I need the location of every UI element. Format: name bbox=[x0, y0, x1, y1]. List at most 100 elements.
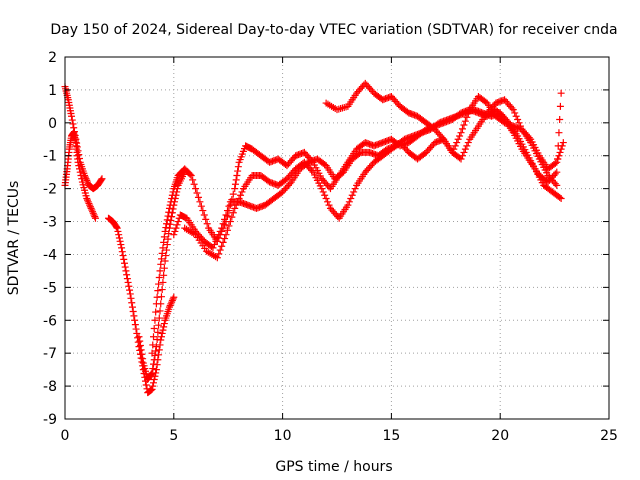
data-point bbox=[458, 152, 466, 160]
data-point bbox=[509, 106, 517, 114]
data-point bbox=[148, 349, 156, 357]
data-point bbox=[81, 173, 89, 181]
data-point bbox=[157, 260, 165, 268]
data-point bbox=[460, 148, 468, 156]
data-point bbox=[163, 246, 171, 254]
data-point bbox=[165, 204, 173, 212]
data-point bbox=[170, 293, 178, 301]
data-point bbox=[163, 220, 171, 228]
data-point bbox=[151, 316, 159, 324]
data-point bbox=[135, 333, 143, 341]
data-point bbox=[165, 208, 173, 216]
data-point bbox=[350, 188, 358, 196]
data-point bbox=[157, 333, 165, 341]
data-point bbox=[131, 321, 139, 329]
data-point bbox=[152, 366, 160, 374]
data-point bbox=[348, 191, 356, 199]
data-point bbox=[126, 290, 134, 298]
y-tick-label: -4 bbox=[43, 247, 57, 263]
data-point bbox=[162, 224, 170, 232]
data-point bbox=[118, 248, 126, 256]
data-point bbox=[193, 189, 201, 197]
data-point bbox=[235, 195, 243, 203]
data-point bbox=[116, 237, 124, 245]
data-point bbox=[225, 222, 233, 230]
data-point bbox=[115, 231, 123, 239]
data-point bbox=[113, 224, 121, 232]
data-point bbox=[153, 335, 161, 343]
data-point bbox=[163, 216, 171, 224]
data-point bbox=[221, 235, 229, 243]
data-point bbox=[219, 220, 227, 228]
data-point bbox=[158, 249, 166, 257]
data-point bbox=[76, 168, 84, 176]
data-point bbox=[464, 139, 472, 147]
plot-frame bbox=[64, 56, 610, 420]
data-point bbox=[231, 204, 239, 212]
data-point bbox=[130, 312, 138, 320]
data-point bbox=[190, 180, 198, 188]
data-point bbox=[77, 171, 85, 179]
y-tick-label: 0 bbox=[48, 116, 57, 132]
y-tick-label: -3 bbox=[43, 215, 57, 231]
data-point bbox=[85, 199, 93, 207]
data-point bbox=[168, 297, 176, 305]
data-point bbox=[159, 244, 167, 252]
data-point bbox=[321, 191, 329, 199]
data-point bbox=[228, 213, 236, 221]
data-point bbox=[454, 135, 462, 143]
data-point bbox=[232, 176, 240, 184]
data-point bbox=[161, 227, 169, 235]
data-point bbox=[121, 263, 129, 271]
data-point bbox=[555, 152, 563, 160]
data-point bbox=[167, 300, 175, 308]
data-point bbox=[556, 102, 564, 110]
data-point bbox=[451, 142, 459, 150]
data-point bbox=[223, 207, 231, 215]
data-point bbox=[68, 116, 76, 124]
data-point bbox=[238, 188, 246, 196]
data-point bbox=[231, 180, 239, 188]
data-point bbox=[216, 227, 224, 235]
data-point bbox=[555, 129, 563, 137]
data-point bbox=[149, 360, 157, 368]
data-point bbox=[155, 280, 163, 288]
data-point bbox=[90, 211, 98, 219]
data-point bbox=[149, 333, 157, 341]
data-point bbox=[153, 293, 161, 301]
y-tick-label: -6 bbox=[43, 313, 57, 329]
x-tick-label: 15 bbox=[382, 428, 400, 444]
data-point bbox=[460, 121, 468, 129]
data-point bbox=[511, 109, 519, 117]
data-point bbox=[233, 171, 241, 179]
data-point bbox=[152, 347, 160, 355]
data-point bbox=[232, 201, 240, 209]
data-point bbox=[551, 170, 559, 178]
data-point bbox=[125, 282, 133, 290]
axis-ticks: 0 5 10 15 20 25 -9 -8 -7 -6 -5 -4 -3 -2 -1 0 1 2 bbox=[43, 50, 618, 444]
data-point bbox=[215, 250, 223, 258]
data-point bbox=[553, 168, 561, 176]
data-point bbox=[118, 244, 126, 252]
data-point bbox=[129, 307, 137, 315]
data-point bbox=[234, 167, 242, 175]
data-point bbox=[142, 381, 150, 389]
data-point bbox=[120, 255, 128, 263]
data-point bbox=[164, 235, 172, 243]
data-point bbox=[192, 185, 200, 193]
data-point bbox=[98, 175, 106, 183]
data-point bbox=[136, 337, 144, 345]
data-point bbox=[221, 215, 229, 223]
data-point bbox=[351, 185, 359, 193]
series-1 bbox=[61, 129, 99, 222]
data-point bbox=[234, 198, 242, 206]
data-point bbox=[324, 198, 332, 206]
data-point bbox=[194, 193, 202, 201]
series-7 bbox=[322, 79, 567, 173]
data-point bbox=[174, 218, 182, 226]
data-point bbox=[139, 355, 147, 363]
data-point bbox=[189, 176, 197, 184]
data-point bbox=[172, 224, 180, 232]
data-point bbox=[152, 343, 160, 351]
